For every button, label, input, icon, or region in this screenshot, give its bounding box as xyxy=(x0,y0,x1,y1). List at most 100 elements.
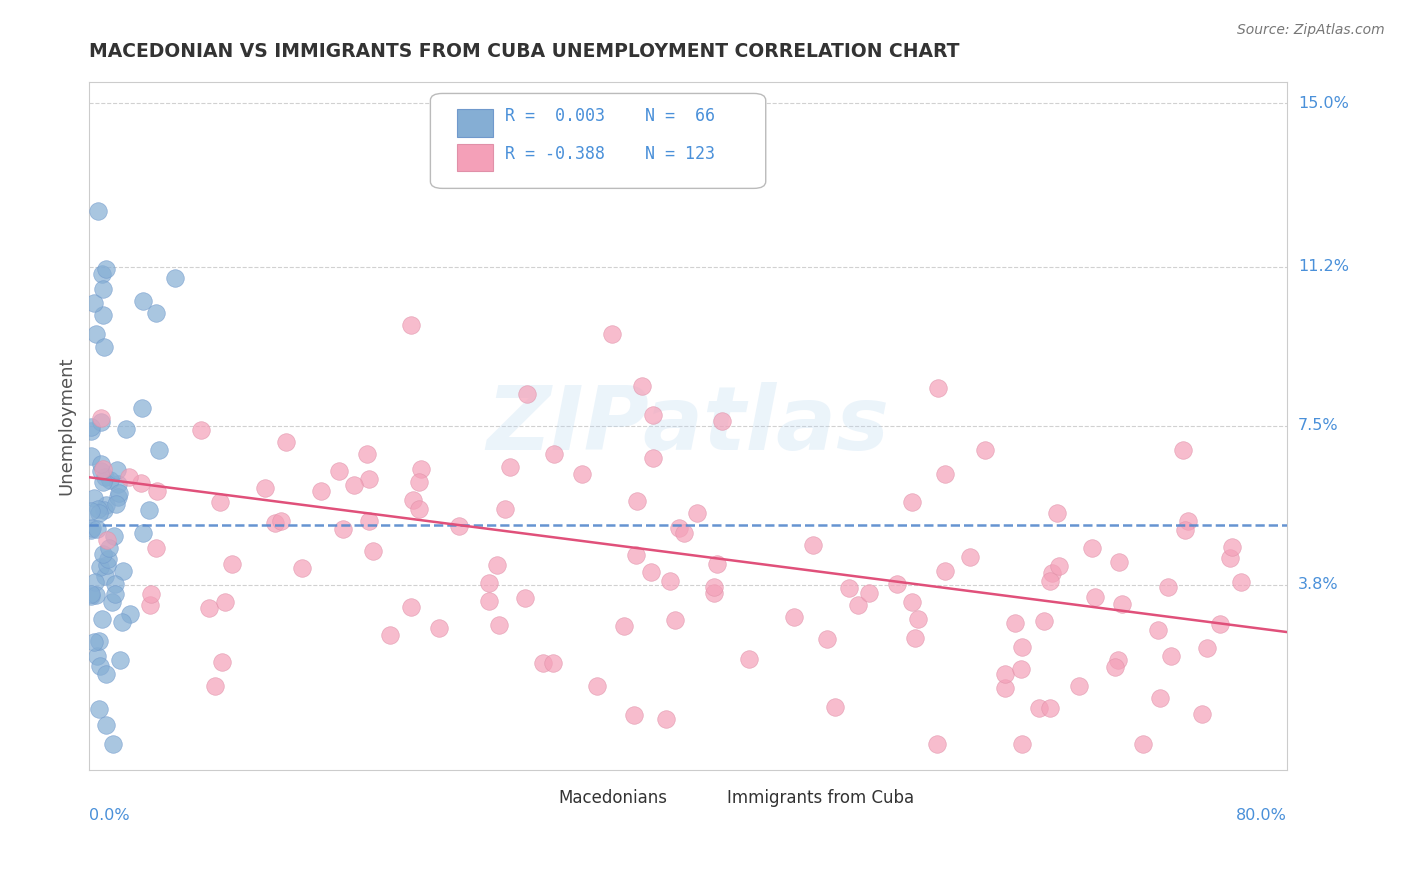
Point xyxy=(79,589,101,603)
Point xyxy=(97,552,120,566)
Point xyxy=(270,515,292,529)
Point xyxy=(478,576,501,591)
Point xyxy=(1111,597,1133,611)
Point xyxy=(1147,624,1170,638)
Point xyxy=(132,526,155,541)
Point xyxy=(118,607,141,621)
Point xyxy=(1171,442,1194,457)
Point xyxy=(146,483,169,498)
Point xyxy=(1067,679,1090,693)
Text: Source: ZipAtlas.com: Source: ZipAtlas.com xyxy=(1237,23,1385,37)
Point xyxy=(427,621,450,635)
Point xyxy=(214,595,236,609)
Point xyxy=(783,610,806,624)
Point xyxy=(631,378,654,392)
Point xyxy=(93,340,115,354)
Point xyxy=(1011,640,1033,654)
Point xyxy=(1010,662,1032,676)
Point xyxy=(1149,691,1171,706)
Point xyxy=(411,462,433,476)
Point xyxy=(904,631,927,645)
Text: 15.0%: 15.0% xyxy=(1298,95,1348,111)
FancyBboxPatch shape xyxy=(430,94,766,188)
Point xyxy=(1081,541,1104,555)
Point xyxy=(89,658,111,673)
Point xyxy=(640,565,662,579)
Point xyxy=(356,446,378,460)
Point xyxy=(934,564,956,578)
Point xyxy=(91,308,114,322)
Point xyxy=(139,598,162,612)
Point xyxy=(993,666,1015,681)
Point xyxy=(111,615,134,629)
Point xyxy=(107,477,129,491)
Point xyxy=(1222,540,1244,554)
Point xyxy=(838,581,860,595)
Point xyxy=(98,541,121,555)
Point xyxy=(118,470,141,484)
Point xyxy=(672,526,695,541)
Point xyxy=(332,522,354,536)
Point xyxy=(132,293,155,308)
Point xyxy=(1039,574,1062,589)
Point xyxy=(145,541,167,556)
Point xyxy=(221,557,243,571)
Point xyxy=(363,544,385,558)
Text: R = -0.388    N = 123: R = -0.388 N = 123 xyxy=(505,145,714,163)
Point xyxy=(1195,640,1218,655)
Point xyxy=(408,502,430,516)
Point xyxy=(309,484,332,499)
Point xyxy=(1028,701,1050,715)
Text: 3.8%: 3.8% xyxy=(1298,577,1339,592)
Point xyxy=(101,737,124,751)
Point xyxy=(83,635,105,649)
Point xyxy=(927,381,949,395)
Point xyxy=(104,497,127,511)
Point xyxy=(90,411,112,425)
Point xyxy=(87,633,110,648)
Point xyxy=(703,580,725,594)
Point xyxy=(90,612,112,626)
Point xyxy=(90,464,112,478)
Point xyxy=(401,493,423,508)
Point xyxy=(801,538,824,552)
Point xyxy=(846,598,869,612)
Point xyxy=(90,457,112,471)
Point xyxy=(488,617,510,632)
Point xyxy=(105,463,128,477)
Point xyxy=(79,587,101,601)
Point xyxy=(485,558,508,572)
Point xyxy=(100,595,122,609)
Point xyxy=(204,680,226,694)
Point xyxy=(93,502,115,516)
Point xyxy=(824,700,846,714)
Point xyxy=(664,613,686,627)
Point xyxy=(1084,590,1107,604)
Point xyxy=(1108,554,1130,568)
Point xyxy=(378,628,401,642)
Point xyxy=(659,574,682,588)
Point xyxy=(104,576,127,591)
Point xyxy=(531,656,554,670)
Point xyxy=(148,443,170,458)
Point xyxy=(93,469,115,483)
Point xyxy=(901,595,924,609)
Point xyxy=(655,712,678,726)
Point xyxy=(96,533,118,547)
Point xyxy=(1011,737,1033,751)
FancyBboxPatch shape xyxy=(515,787,548,807)
FancyBboxPatch shape xyxy=(457,110,492,136)
Point xyxy=(1047,559,1070,574)
Point xyxy=(907,612,929,626)
Point xyxy=(107,490,129,504)
Point xyxy=(94,667,117,681)
Point xyxy=(959,549,981,564)
Point xyxy=(1209,617,1232,632)
Point xyxy=(738,651,761,665)
Point xyxy=(112,564,135,578)
Point xyxy=(83,295,105,310)
Point xyxy=(815,632,838,647)
Point xyxy=(886,577,908,591)
Point xyxy=(131,401,153,416)
Point xyxy=(686,507,709,521)
